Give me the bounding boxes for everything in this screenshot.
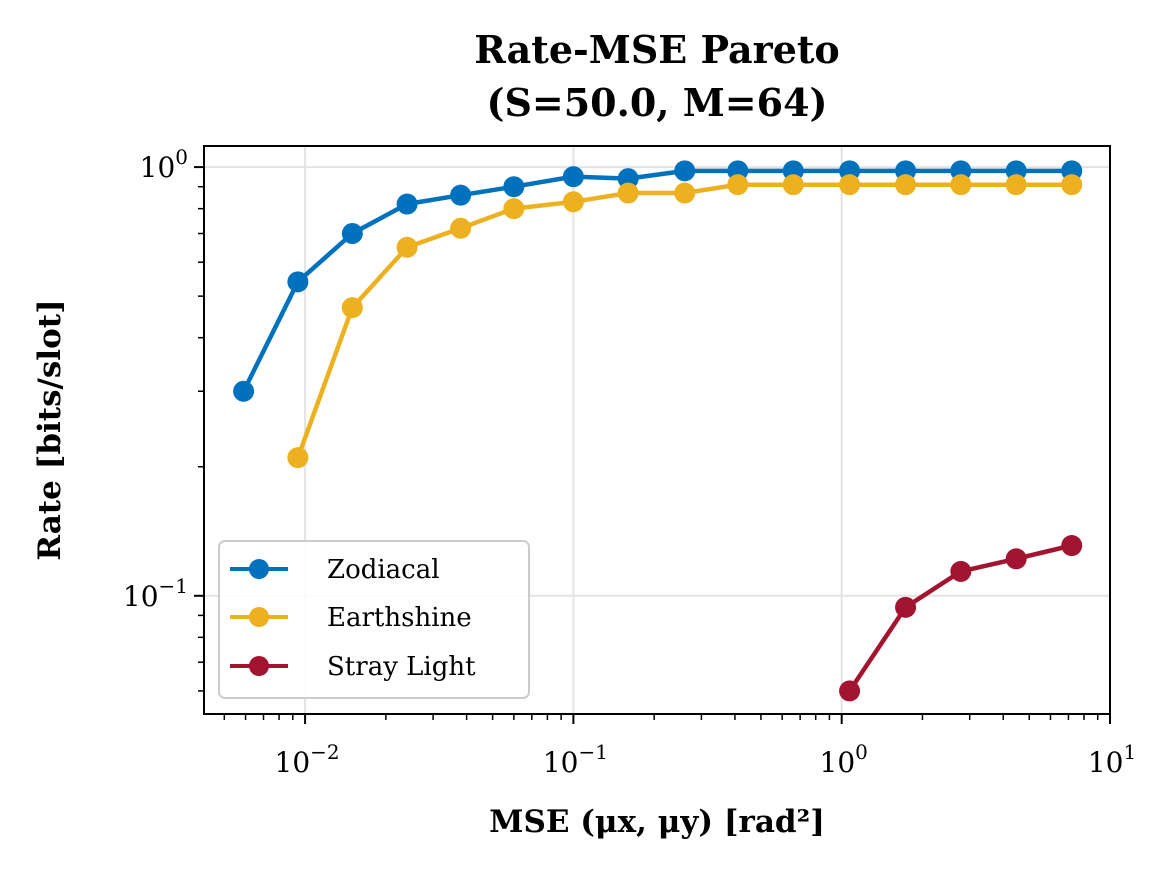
series-stray-light — [839, 535, 1083, 702]
data-point-earthshine — [895, 174, 917, 196]
plot-frame — [203, 145, 1111, 715]
y-tick-label: 100 — [140, 145, 188, 184]
axis-ticks: 10−2 10−1 100 101 10−1 100 — [123, 145, 1136, 779]
data-point-zodiacal — [287, 271, 309, 293]
data-point-zodiacal — [396, 193, 418, 215]
data-point-earthshine — [450, 217, 472, 239]
legend-label-earthshine: Earthshine — [327, 603, 472, 633]
x-tick-label: 10−1 — [543, 740, 608, 779]
y-tick-label: 10−1 — [123, 574, 188, 613]
data-point-earthshine — [839, 174, 861, 196]
data-point-stray-light — [1061, 535, 1083, 557]
data-point-stray-light — [1005, 548, 1027, 570]
data-point-stray-light — [839, 680, 861, 702]
data-point-earthshine — [503, 198, 525, 220]
series-earthshine — [287, 174, 1083, 469]
data-point-earthshine — [674, 182, 696, 204]
legend-label-stray-light: Stray Light — [327, 652, 476, 682]
legend-marker-stray-light — [249, 656, 269, 676]
legend-box — [218, 540, 530, 699]
chart-title-line1: Rate-MSE Pareto — [474, 27, 840, 72]
legend-marker-earthshine — [249, 607, 269, 627]
data-point-earthshine — [287, 447, 309, 469]
data-point-zodiacal — [341, 223, 363, 245]
data-point-earthshine — [396, 236, 418, 258]
data-point-earthshine — [727, 174, 749, 196]
data-point-earthshine — [950, 174, 972, 196]
legend-entry-zodiacal: Zodiacal — [230, 555, 440, 585]
data-point-earthshine — [562, 191, 584, 213]
x-axis-label: MSE (μx, μy) [rad²] — [489, 804, 825, 840]
data-point-earthshine — [1061, 174, 1083, 196]
data-point-earthshine — [1005, 174, 1027, 196]
legend: Zodiacal Earthshine Stray Light — [218, 540, 530, 699]
data-point-zodiacal — [562, 166, 584, 188]
data-point-zodiacal — [674, 160, 696, 182]
series-zodiacal — [233, 160, 1083, 402]
data-point-zodiacal — [450, 184, 472, 206]
data-point-zodiacal — [503, 176, 525, 198]
series-line-earthshine — [295, 182, 1072, 459]
data-point-stray-light — [950, 560, 972, 582]
chart-title-line2: (S=50.0, M=64) — [486, 80, 827, 125]
data-point-zodiacal — [233, 380, 255, 402]
legend-label-zodiacal: Zodiacal — [327, 555, 440, 585]
y-axis-label: Rate [bits/slot] — [32, 299, 68, 561]
legend-entry-stray-light: Stray Light — [230, 652, 476, 682]
legend-marker-zodiacal — [249, 559, 269, 579]
x-tick-label: 100 — [820, 740, 868, 779]
data-point-zodiacal — [617, 168, 639, 190]
series-layer — [233, 160, 1083, 702]
series-line-zodiacal — [241, 168, 1072, 393]
data-point-earthshine — [341, 297, 363, 319]
data-point-stray-light — [895, 596, 917, 618]
x-tick-label: 10−2 — [275, 740, 340, 779]
data-point-earthshine — [782, 174, 804, 196]
data-point-earthshine — [617, 182, 639, 204]
x-tick-label: 101 — [1088, 740, 1136, 779]
legend-entry-earthshine: Earthshine — [230, 603, 472, 633]
